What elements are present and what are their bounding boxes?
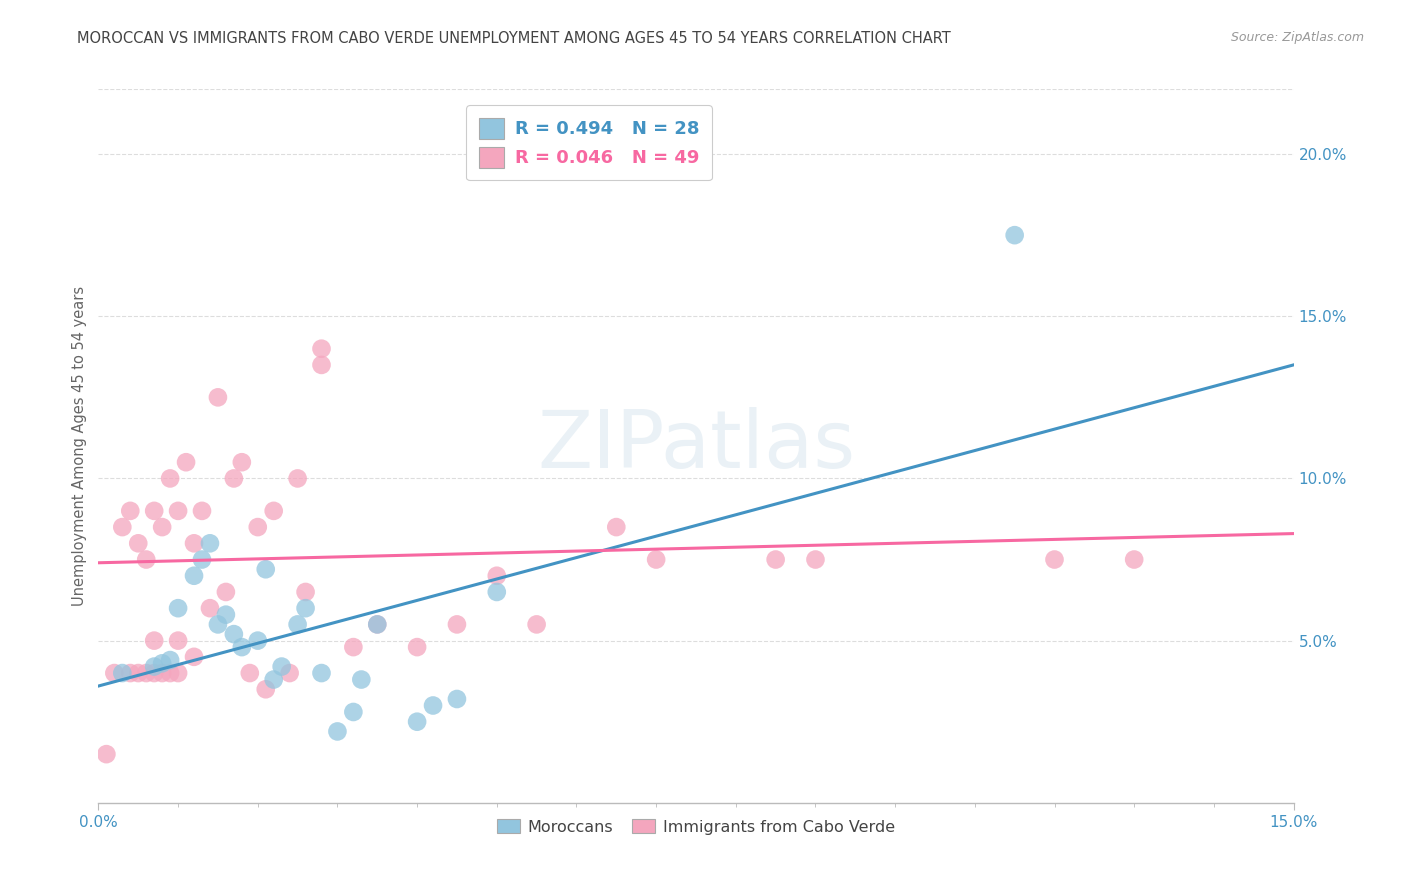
Point <box>222 471 245 485</box>
Point <box>222 627 245 641</box>
Point <box>311 358 333 372</box>
Point <box>198 536 221 550</box>
Point <box>120 504 142 518</box>
Point <box>143 666 166 681</box>
Point <box>485 568 508 582</box>
Point <box>127 666 149 681</box>
Point <box>246 633 269 648</box>
Point <box>645 552 668 566</box>
Text: MOROCCAN VS IMMIGRANTS FROM CABO VERDE UNEMPLOYMENT AMONG AGES 45 TO 54 YEARS CO: MOROCCAN VS IMMIGRANTS FROM CABO VERDE U… <box>77 31 950 46</box>
Point <box>135 666 157 681</box>
Point <box>1004 228 1026 243</box>
Point <box>246 520 269 534</box>
Point <box>96 747 118 761</box>
Point <box>254 562 277 576</box>
Point <box>174 455 197 469</box>
Point <box>446 692 468 706</box>
Point <box>167 633 190 648</box>
Point <box>143 659 166 673</box>
Point <box>183 568 205 582</box>
Point <box>239 666 262 681</box>
Point <box>183 536 205 550</box>
Point <box>294 601 316 615</box>
Point <box>135 552 157 566</box>
Point <box>103 666 125 681</box>
Point <box>342 640 364 654</box>
Point <box>111 666 134 681</box>
Point <box>326 724 349 739</box>
Point <box>167 601 190 615</box>
Point <box>446 617 468 632</box>
Point <box>342 705 364 719</box>
Point <box>263 673 285 687</box>
Point <box>183 649 205 664</box>
Point <box>804 552 827 566</box>
Point <box>526 617 548 632</box>
Point <box>485 585 508 599</box>
Point <box>207 617 229 632</box>
Point <box>159 653 181 667</box>
Point <box>150 520 173 534</box>
Point <box>207 390 229 404</box>
Point <box>167 504 190 518</box>
Point <box>287 471 309 485</box>
Point <box>311 342 333 356</box>
Point <box>406 714 429 729</box>
Point <box>366 617 388 632</box>
Point <box>350 673 373 687</box>
Point <box>150 666 173 681</box>
Point <box>270 659 292 673</box>
Point <box>120 666 142 681</box>
Point <box>231 640 253 654</box>
Point <box>1043 552 1066 566</box>
Point <box>167 666 190 681</box>
Point <box>231 455 253 469</box>
Text: ZIPatlas: ZIPatlas <box>537 407 855 485</box>
Point <box>605 520 627 534</box>
Point <box>215 607 238 622</box>
Point <box>294 585 316 599</box>
Point <box>406 640 429 654</box>
Point <box>143 633 166 648</box>
Point <box>765 552 787 566</box>
Legend: Moroccans, Immigrants from Cabo Verde: Moroccans, Immigrants from Cabo Verde <box>491 813 901 841</box>
Point <box>366 617 388 632</box>
Point <box>159 666 181 681</box>
Point <box>198 601 221 615</box>
Point <box>159 471 181 485</box>
Point <box>150 657 173 671</box>
Point <box>422 698 444 713</box>
Point <box>311 666 333 681</box>
Point <box>254 682 277 697</box>
Point <box>215 585 238 599</box>
Point <box>191 504 214 518</box>
Point <box>1123 552 1146 566</box>
Point <box>111 520 134 534</box>
Text: Source: ZipAtlas.com: Source: ZipAtlas.com <box>1230 31 1364 45</box>
Point <box>191 552 214 566</box>
Point <box>143 504 166 518</box>
Point <box>263 504 285 518</box>
Point <box>287 617 309 632</box>
Point <box>127 536 149 550</box>
Point <box>278 666 301 681</box>
Y-axis label: Unemployment Among Ages 45 to 54 years: Unemployment Among Ages 45 to 54 years <box>72 286 87 606</box>
